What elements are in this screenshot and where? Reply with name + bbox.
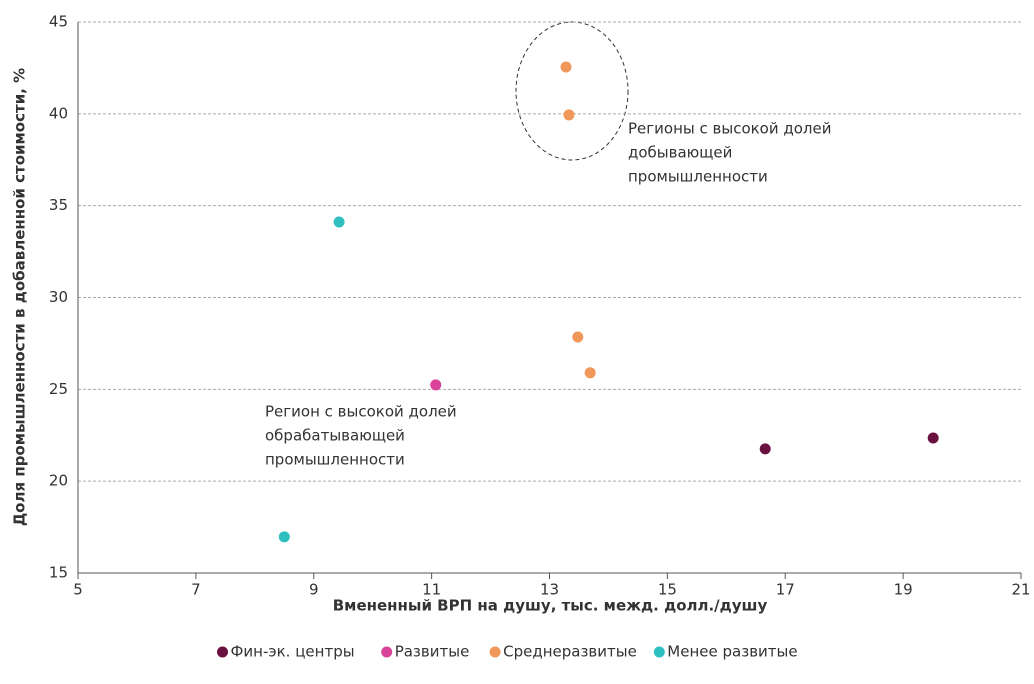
annotation: промышленности <box>628 168 768 186</box>
point <box>563 109 575 121</box>
x-tick-label: 13 <box>540 581 559 599</box>
y-tick-label: 20 <box>49 472 68 490</box>
legend-marker <box>653 646 665 658</box>
point <box>584 367 596 379</box>
x-tick-label: 15 <box>658 581 677 599</box>
y-axis-title: Доля промышленности в добавленной стоимо… <box>11 68 29 526</box>
point <box>430 379 442 391</box>
annotation: добывающей <box>628 144 732 162</box>
point <box>572 331 584 343</box>
x-tick-label: 5 <box>73 581 83 599</box>
annotation: Регионы с высокой долей <box>628 120 832 138</box>
point <box>333 216 345 228</box>
x-tick-label: 9 <box>309 581 319 599</box>
legend-marker <box>217 646 228 658</box>
legend-label: Менее развитые <box>667 643 797 661</box>
legend-label: Развитые <box>395 643 470 661</box>
x-tick-label: 19 <box>894 581 913 599</box>
legend-marker <box>381 646 393 658</box>
x-tick-label: 17 <box>776 581 795 599</box>
x-tick-label: 11 <box>422 581 441 599</box>
y-tick-label: 35 <box>49 196 68 214</box>
annotation: обрабатывающей <box>265 427 405 445</box>
annotation: Регион с высокой долей <box>265 403 457 421</box>
y-tick-label: 15 <box>49 564 68 582</box>
y-tick-label: 45 <box>49 13 68 31</box>
legend-label: Фин-эк. центры <box>231 643 355 661</box>
y-tick-label: 40 <box>49 104 68 122</box>
y-tick-label: 30 <box>49 288 68 306</box>
point <box>560 61 572 73</box>
legend-marker <box>489 646 501 658</box>
x-axis-title: Вмененный ВРП на душу, тыс. межд. долл./… <box>333 597 768 615</box>
point <box>278 531 290 543</box>
point <box>927 432 939 444</box>
x-tick-label: 7 <box>191 581 201 599</box>
y-tick-label: 25 <box>49 380 68 398</box>
legend-label: Среднеразвитые <box>503 643 637 661</box>
point <box>759 443 771 455</box>
highlight-ellipse <box>515 21 629 161</box>
annotation: промышленности <box>265 451 405 469</box>
x-tick-label: 21 <box>1011 581 1030 599</box>
